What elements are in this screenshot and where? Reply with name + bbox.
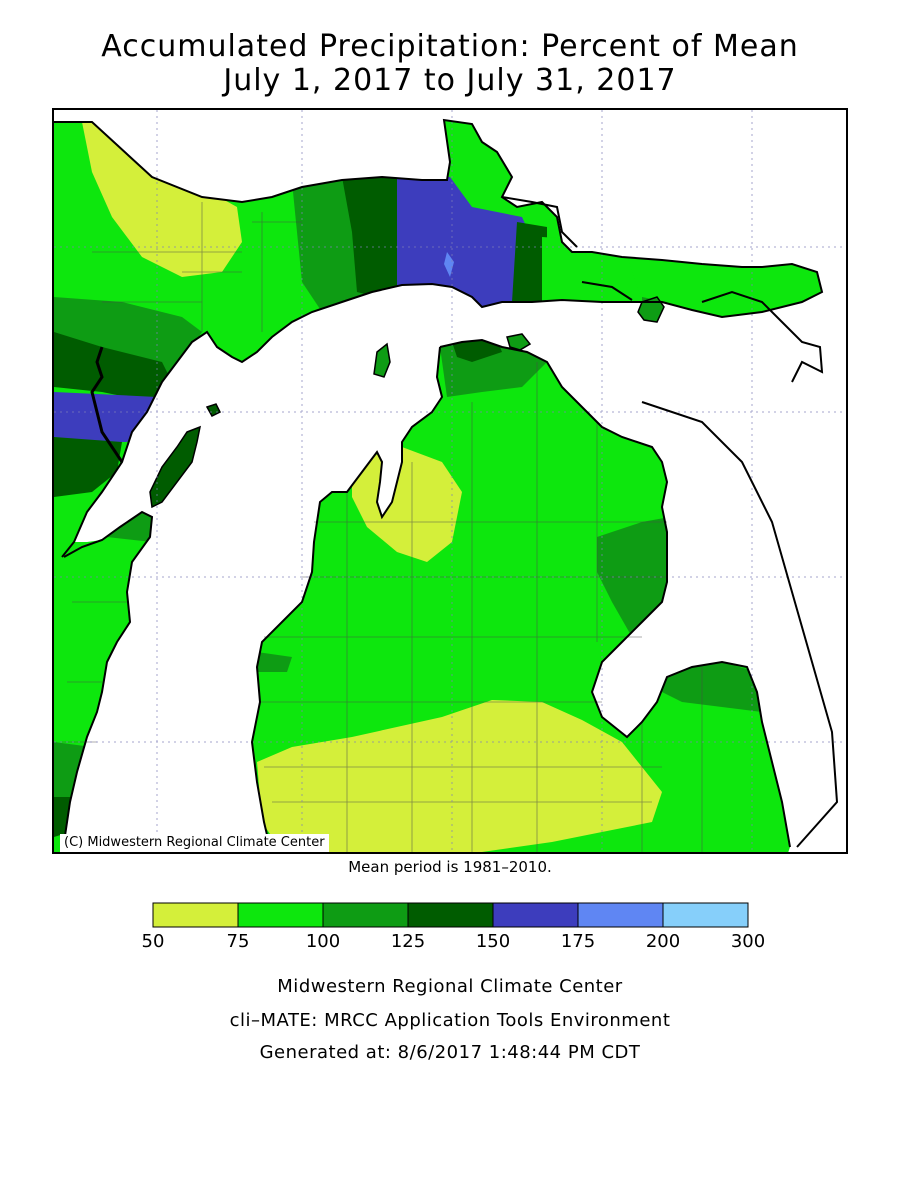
graticule — [54, 110, 846, 852]
footer-generated: Generated at: 8/6/2017 1:48:44 PM CDT — [259, 1042, 641, 1063]
coastlines — [54, 118, 839, 852]
map-panel: (C) Midwestern Regional Climate Center — [52, 108, 848, 854]
footer-org: Midwestern Regional Climate Center — [277, 976, 623, 997]
map-subtitle: July 1, 2017 to July 31, 2017 — [223, 63, 677, 98]
door-peninsula — [149, 425, 202, 509]
island — [637, 296, 665, 323]
legend-swatch — [662, 902, 749, 928]
island — [205, 403, 222, 417]
legend-swatch — [492, 902, 579, 928]
legend-tick-label: 175 — [561, 931, 595, 952]
legend-tick-label: 100 — [306, 931, 340, 952]
legend-tick-label: 75 — [227, 931, 250, 952]
legend-swatch — [322, 902, 409, 928]
map-title: Accumulated Precipitation: Percent of Me… — [101, 29, 799, 64]
legend-swatch — [407, 902, 494, 928]
legend-tick-label: 150 — [476, 931, 510, 952]
island — [506, 333, 532, 351]
legend-tick-label: 300 — [731, 931, 765, 952]
michigan-precip-map — [54, 110, 846, 852]
island — [373, 342, 391, 378]
copyright-label: (C) Midwestern Regional Climate Center — [60, 834, 329, 852]
legend-swatch — [237, 902, 324, 928]
legend-swatch — [152, 902, 239, 928]
legend-tick-label: 125 — [391, 931, 425, 952]
color-legend: 50 75 100 125 150 175 200 300 — [142, 902, 765, 952]
mean-period-note: Mean period is 1981–2010. — [348, 858, 552, 876]
legend-tick-label: 50 — [142, 931, 165, 952]
legend-tick-label: 200 — [646, 931, 680, 952]
footer-tool: cli–MATE: MRCC Application Tools Environ… — [229, 1010, 671, 1031]
legend-swatch — [577, 902, 664, 928]
